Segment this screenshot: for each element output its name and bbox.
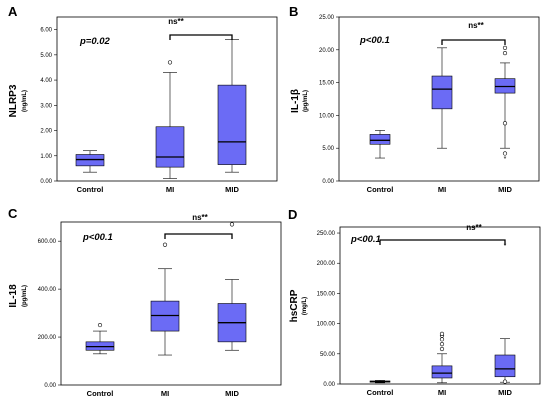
panel-d: D p<00.1 hsCRP (mg/L) 0.00 50.00 100.00 150…: [288, 207, 541, 397]
outlier-b-2-1: [502, 50, 508, 56]
x-category-label-c-2: MID: [225, 389, 239, 398]
plot-area-d: 0.00 50.00 100.00 150.00 200.00 250.00 Control…: [317, 223, 516, 397]
outlier-d-1-0: [439, 346, 445, 352]
panel-letter-b: B: [289, 4, 298, 19]
x-category-label-a-2: MID: [225, 185, 239, 194]
stat-label-c: p<00.1: [82, 232, 113, 243]
box-b-0: [369, 134, 391, 145]
outlier-b-2-0: [502, 45, 508, 50]
y-tick-label-c-3: 600.00: [38, 239, 57, 245]
y-axis-unit-c: (pg/mL): [22, 285, 28, 307]
panel-letter-d: D: [288, 207, 297, 222]
panel-a: A p=0.02 NLRP3 (ng/mL) 0.00 1.00 2.00 3.00 4…: [8, 4, 278, 194]
y-tick-label-c-1: 200.00: [38, 335, 57, 341]
y-tick-label-d-1: 50.00: [320, 352, 336, 358]
plot-frame-a: [56, 16, 278, 182]
plot-area-b: 0.00 5.00 10.00 15.00 20.00 25.00 Control MI MID…: [319, 15, 516, 194]
outlier-c-0-0: [97, 322, 103, 328]
significance-label-d: ns**: [466, 223, 482, 232]
stat-label-b: p<00.1: [359, 35, 390, 46]
y-tick-label-d-4: 200.00: [317, 261, 336, 267]
panel-letter-a: A: [8, 4, 18, 19]
y-tick-label-a-1: 1.00: [40, 154, 52, 160]
plot-area-a: 0.00 1.00 2.00 3.00 4.00 5.00 6.00 Control MI MID…: [40, 17, 247, 194]
y-axis-title-a: NLRP3: [8, 84, 19, 117]
extreme-d-2-0: *: [504, 243, 507, 250]
box-a-2: [217, 84, 247, 165]
y-tick-label-b-3: 15.00: [319, 81, 335, 87]
plot-frame-d: [339, 226, 541, 385]
y-tick-label-a-2: 2.00: [40, 129, 52, 135]
significance-label-a: ns**: [168, 17, 184, 26]
panel-c: C p<00.1 IL-18 (pg/mL) 0.00 200.00 400.00 6…: [8, 206, 282, 398]
box-b-2: [494, 78, 516, 94]
y-tick-label-b-1: 5.00: [322, 146, 334, 152]
outlier-c-2-0: [229, 222, 235, 227]
y-tick-label-d-3: 150.00: [317, 291, 336, 297]
plot-frame-c: [60, 221, 282, 386]
x-category-label-d-1: MI: [438, 388, 446, 397]
y-tick-label-a-3: 3.00: [40, 103, 52, 109]
y-tick-label-a-0: 0.00: [40, 179, 52, 185]
significance-label-b: ns**: [468, 21, 484, 30]
x-category-label-b-0: Control: [367, 185, 394, 194]
y-tick-label-b-2: 10.00: [319, 113, 335, 119]
outlier-d-1-2: [439, 337, 445, 342]
outlier-b-2-3: [502, 151, 508, 156]
extreme-b-2-0: *: [504, 156, 507, 163]
x-category-label-a-1: MI: [166, 185, 174, 194]
y-tick-label-b-0: 0.00: [322, 179, 334, 185]
y-tick-label-a-5: 5.00: [40, 53, 52, 59]
outlier-c-1-0: [162, 242, 168, 247]
y-tick-label-b-4: 20.00: [319, 48, 335, 54]
box-d-2: [494, 354, 516, 378]
y-tick-label-d-5: 250.00: [317, 231, 336, 237]
significance-label-c: ns**: [192, 213, 208, 222]
box-d-1: [431, 365, 453, 379]
outlier-b-2-2: [502, 121, 508, 126]
y-tick-label-a-4: 4.00: [40, 78, 52, 84]
y-tick-label-c-0: 0.00: [44, 383, 56, 389]
x-category-label-c-1: MI: [161, 389, 169, 398]
y-axis-title-c: IL-18: [8, 284, 19, 308]
outlier-a-1-0: [167, 60, 173, 65]
x-category-label-b-2: MID: [498, 185, 512, 194]
x-category-label-b-1: MI: [438, 185, 446, 194]
y-tick-label-c-2: 400.00: [38, 287, 57, 293]
plot-area-c: 0.00 200.00 400.00 600.00 Control MI MID ns**: [38, 213, 247, 398]
x-category-label-c-0: Control: [87, 389, 114, 398]
outlier-d-2-0: [502, 379, 508, 384]
significance-bracket-c: [164, 233, 233, 239]
y-tick-label-d-0: 0.00: [323, 382, 335, 388]
y-tick-label-a-6: 6.00: [40, 28, 52, 34]
outlier-d-1-1: [439, 342, 445, 347]
x-category-label-d-2: MID: [498, 388, 512, 397]
stat-label-a: p=0.02: [79, 36, 111, 47]
significance-bracket-d: [379, 239, 506, 245]
y-tick-label-b-5: 25.00: [319, 15, 335, 21]
outlier-d-1-4: [439, 331, 445, 336]
x-category-label-a-0: Control: [77, 185, 104, 194]
panel-b: B p<00.1 IL-1β (pg/mL) 0.00 5.00 10.00 15.0…: [289, 4, 540, 194]
y-axis-title-b: IL-1β: [290, 89, 301, 113]
y-axis-unit-b: (pg/mL): [303, 90, 309, 112]
stat-label-d: p<00.1: [350, 234, 381, 245]
panel-letter-c: C: [8, 206, 18, 221]
plot-frame-b: [338, 16, 540, 182]
significance-bracket-b: [441, 39, 506, 45]
significance-bracket-a: [169, 34, 233, 40]
x-category-label-d-0: Control: [367, 388, 394, 397]
y-axis-title-d: hsCRP: [289, 289, 300, 322]
box-b-1: [431, 75, 453, 110]
box-a-1: [155, 126, 185, 168]
y-axis-unit-a: (ng/mL): [22, 90, 28, 112]
y-axis-unit-d: (mg/L): [302, 297, 308, 315]
y-tick-label-d-2: 100.00: [317, 322, 336, 328]
